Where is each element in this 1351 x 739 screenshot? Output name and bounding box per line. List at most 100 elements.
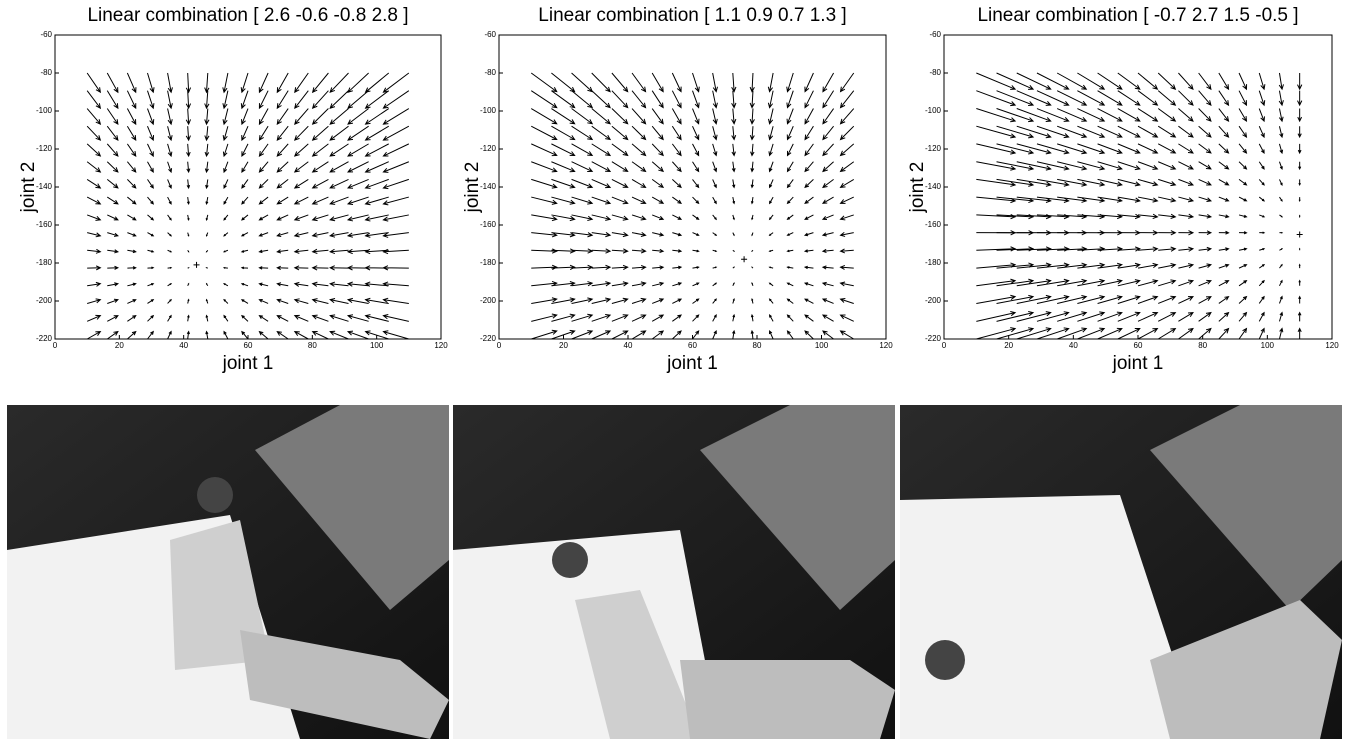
y-tick-label: -80 xyxy=(40,68,52,77)
arrow xyxy=(823,233,834,236)
arrow xyxy=(87,126,100,140)
y-tick-label: -120 xyxy=(36,144,53,153)
arrow xyxy=(168,215,172,220)
arrow xyxy=(787,315,793,321)
arrow xyxy=(330,162,348,172)
arrow xyxy=(592,232,610,236)
arrow xyxy=(612,162,628,172)
arrow xyxy=(1138,214,1157,218)
arrow xyxy=(330,298,348,303)
arrow xyxy=(976,247,1015,251)
arrow xyxy=(242,144,248,156)
arrow xyxy=(652,331,663,339)
arrow xyxy=(787,197,793,203)
arrow xyxy=(87,249,100,253)
chart-title: Linear combination [ 2.6 -0.6 -0.8 2.8 ] xyxy=(87,5,408,26)
arrow xyxy=(632,179,646,187)
arrow xyxy=(168,250,172,252)
arrow xyxy=(330,109,348,125)
arrow xyxy=(206,233,207,236)
x-tick-label: 20 xyxy=(1004,341,1013,350)
arrow xyxy=(612,179,628,187)
arrow xyxy=(632,265,646,269)
arrow xyxy=(1299,297,1301,304)
arrow xyxy=(127,73,136,92)
arrow xyxy=(751,315,753,321)
arrow xyxy=(383,162,408,173)
chart-title: Linear combination [ 1.1 0.9 0.7 1.3 ] xyxy=(538,5,846,26)
arrow xyxy=(348,233,369,238)
arrow xyxy=(1138,109,1157,122)
arrow xyxy=(1178,264,1193,269)
arrow xyxy=(752,215,753,219)
arrow xyxy=(127,126,135,140)
arrow xyxy=(295,144,309,156)
arrow xyxy=(823,126,834,139)
arrow xyxy=(770,250,774,251)
arrow xyxy=(127,250,135,253)
arrow xyxy=(672,197,681,203)
arrow xyxy=(713,215,717,219)
arrow xyxy=(295,73,309,92)
arrow xyxy=(787,233,793,236)
arrow xyxy=(693,299,699,303)
arrow xyxy=(383,282,408,286)
figure: Linear combination [ 2.6 -0.6 -0.8 2.8 ]… xyxy=(0,0,1351,739)
arrow xyxy=(592,91,610,108)
arrow xyxy=(1158,144,1175,153)
arrow xyxy=(313,282,329,286)
arrow xyxy=(652,73,663,92)
arrow xyxy=(531,109,556,124)
arrow xyxy=(693,109,699,124)
arrow xyxy=(531,144,556,156)
x-tick-label: 80 xyxy=(1198,341,1207,350)
arrow xyxy=(752,233,753,236)
arrow xyxy=(693,126,699,139)
arrow xyxy=(752,299,753,303)
arrow xyxy=(1158,231,1175,235)
arrow xyxy=(259,179,268,188)
x-tick-label: 80 xyxy=(308,341,317,350)
arrow xyxy=(769,162,773,172)
arrow xyxy=(187,162,190,172)
arrow xyxy=(107,109,118,125)
arrow xyxy=(713,179,717,187)
arrow xyxy=(277,299,288,303)
y-tick-label: -220 xyxy=(925,334,942,343)
arrow xyxy=(769,331,773,339)
arrow xyxy=(206,332,208,339)
arrow xyxy=(1239,313,1246,322)
arrow xyxy=(823,144,834,156)
arrow xyxy=(1199,231,1211,235)
arrow xyxy=(259,162,268,172)
arrow xyxy=(107,73,118,92)
arrow xyxy=(1259,144,1264,153)
arrow xyxy=(1017,328,1051,339)
arrow xyxy=(976,328,1015,339)
arrow xyxy=(733,215,735,219)
arrow xyxy=(295,233,309,237)
arrow xyxy=(592,298,610,303)
arrow xyxy=(787,283,793,286)
arrow xyxy=(1279,126,1282,137)
arrow xyxy=(751,331,753,339)
arrow xyxy=(1178,179,1193,185)
arrow xyxy=(652,144,663,156)
arrow xyxy=(295,282,309,286)
x-axis-label: joint 1 xyxy=(666,353,718,374)
arrow xyxy=(841,215,854,220)
arrow xyxy=(127,283,135,286)
arrow xyxy=(168,197,172,204)
y-tick-label: -160 xyxy=(480,220,497,229)
arrow xyxy=(168,300,172,304)
arrow xyxy=(107,126,118,140)
arrow xyxy=(295,266,309,270)
arrow xyxy=(259,109,268,125)
arrow xyxy=(1297,91,1301,105)
arrow xyxy=(1138,162,1157,170)
arrow xyxy=(1259,265,1264,268)
arrow xyxy=(1219,329,1229,339)
arrow xyxy=(127,144,135,156)
arrow xyxy=(750,109,754,124)
arrow xyxy=(330,233,348,238)
